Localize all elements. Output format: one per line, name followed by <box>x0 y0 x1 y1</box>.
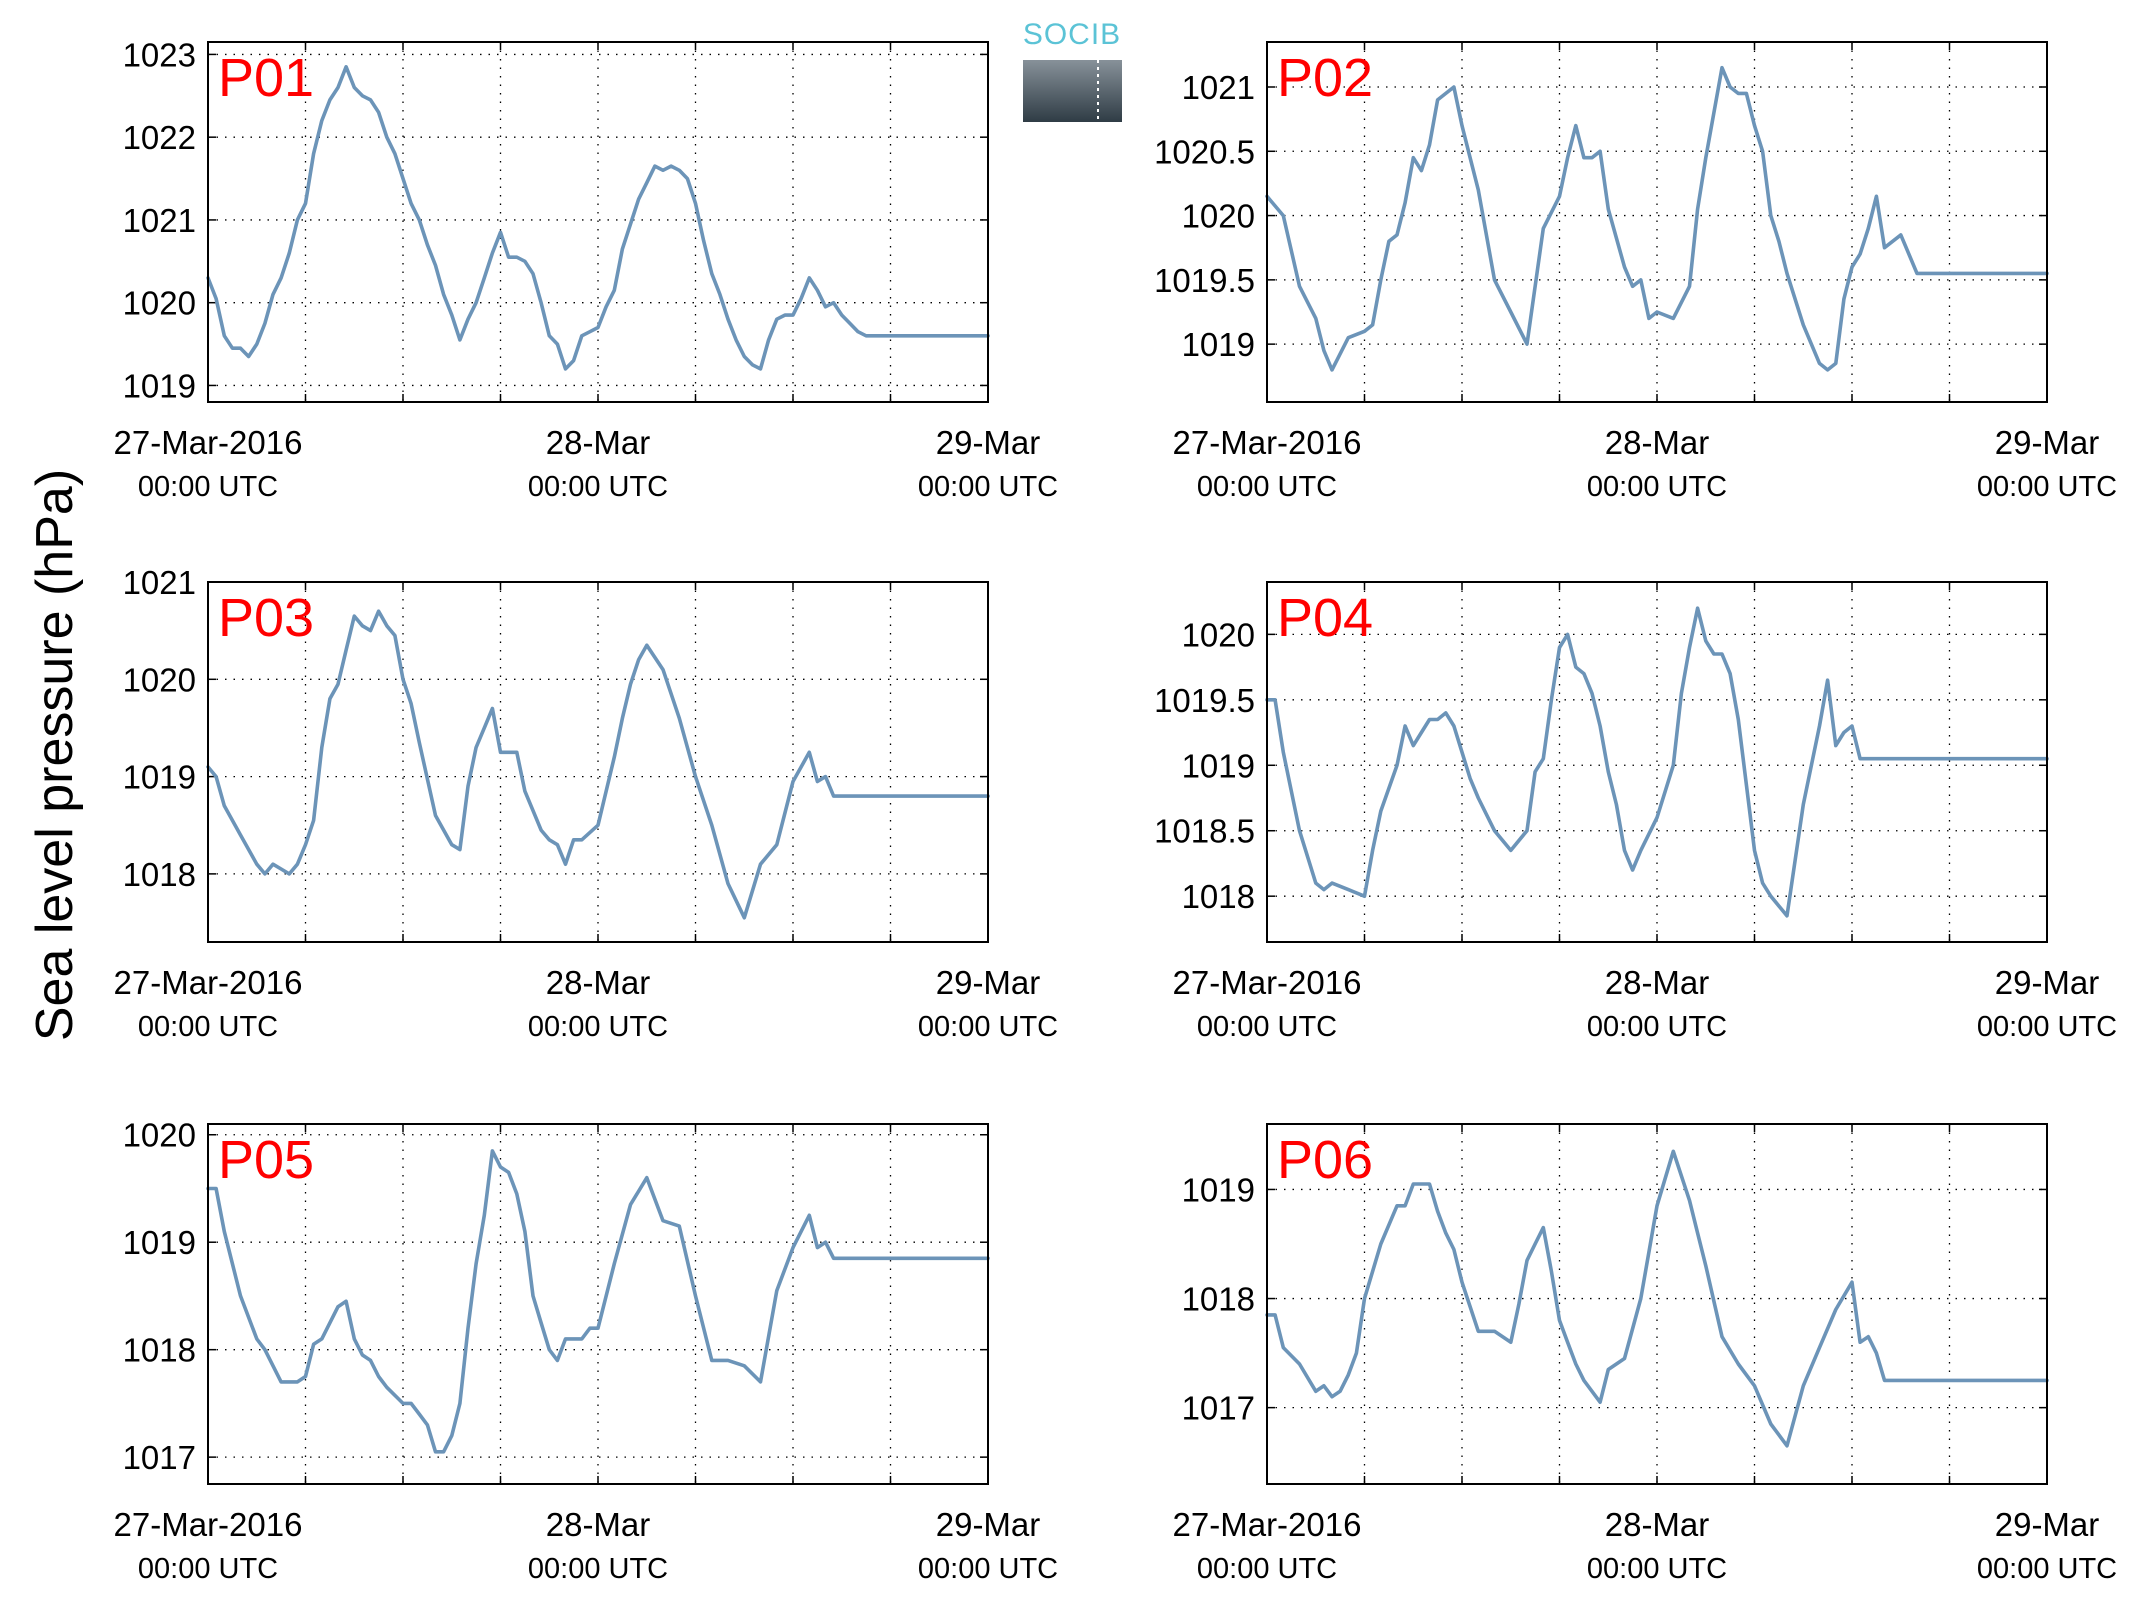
x-tick-label: 29-Mar <box>1995 964 2100 1001</box>
y-tick-label: 1020 <box>1182 198 1255 235</box>
y-tick-label: 1017 <box>123 1439 196 1476</box>
x-tick-label: 28-Mar <box>546 424 651 461</box>
y-tick-label: 1020 <box>123 1117 196 1154</box>
logo-text: SOCIB <box>1023 18 1121 51</box>
y-tick-label: 1019.5 <box>1154 262 1255 299</box>
x-tick-label: 27-Mar-2016 <box>114 964 303 1001</box>
y-axis-label: Sea level pressure (hPa) <box>26 469 84 1041</box>
panel-label: P02 <box>1277 48 1373 108</box>
x-tick-sublabel: 00:00 UTC <box>138 1553 278 1585</box>
x-tick-sublabel: 00:00 UTC <box>1977 1011 2117 1043</box>
panel-label: P05 <box>218 1130 314 1190</box>
y-tick-label: 1019 <box>123 759 196 796</box>
y-tick-label: 1020 <box>1182 616 1255 653</box>
axes-frame <box>1266 581 2048 943</box>
y-tick-label: 1021 <box>123 202 196 239</box>
x-tick-sublabel: 00:00 UTC <box>1587 1553 1727 1585</box>
axes-frame <box>1266 41 2048 403</box>
y-tick-label: 1019 <box>1182 747 1255 784</box>
y-tick-label: 1018 <box>123 856 196 893</box>
y-tick-label: 1018 <box>123 1332 196 1369</box>
y-tick-label: 1020.5 <box>1154 133 1255 170</box>
pressure-series-line <box>1265 65 2049 372</box>
x-tick-label: 27-Mar-2016 <box>114 1506 303 1543</box>
pressure-series-line <box>206 65 990 371</box>
panel-p03: 1018 1019 1020 1021 P03 27-Mar-2016 00:00 UTC 2… <box>114 564 1059 1043</box>
x-tick-sublabel: 00:00 UTC <box>1587 471 1727 503</box>
socib-logo: SOCIB <box>1023 18 1122 122</box>
panel-p01: 1019 1020 1021 1022 1023 P01 27-Mar-2016 00:00 … <box>114 36 1059 503</box>
pressure-series-line <box>1265 606 2049 918</box>
x-tick-sublabel: 00:00 UTC <box>138 1011 278 1043</box>
y-tick-label: 1019.5 <box>1154 682 1255 719</box>
axes-frame <box>207 41 989 403</box>
y-tick-label: 1019 <box>1182 326 1255 363</box>
y-tick-label: 1017 <box>1182 1390 1255 1427</box>
x-tick-label: 27-Mar-2016 <box>1173 964 1362 1001</box>
x-tick-label: 27-Mar-2016 <box>1173 1506 1362 1543</box>
x-tick-label: 28-Mar <box>546 1506 651 1543</box>
x-tick-sublabel: 00:00 UTC <box>138 471 278 503</box>
x-tick-sublabel: 00:00 UTC <box>1197 1011 1337 1043</box>
x-tick-label: 29-Mar <box>936 964 1041 1001</box>
y-tick-label: 1019 <box>1182 1171 1255 1208</box>
x-tick-sublabel: 00:00 UTC <box>1197 1553 1337 1585</box>
y-tick-label: 1022 <box>123 119 196 156</box>
y-tick-label: 1021 <box>1182 69 1255 106</box>
y-tick-label: 1019 <box>123 367 196 404</box>
panel-p02: 1019 1019.5 1020 1020.5 1021 P02 27-Mar-2016 00… <box>1154 41 2117 503</box>
x-tick-label: 29-Mar <box>936 424 1041 461</box>
pressure-series-line <box>206 1149 990 1454</box>
x-tick-sublabel: 00:00 UTC <box>1197 471 1337 503</box>
pressure-series-line <box>1265 1149 2049 1448</box>
axes-frame <box>1266 1123 2048 1485</box>
panel-p04: 1018 1018.5 1019 1019.5 1020 P04 27-Mar-2016 00… <box>1154 581 2117 1043</box>
panel-label: P01 <box>218 48 314 108</box>
y-tick-label: 1021 <box>123 564 196 601</box>
x-tick-label: 27-Mar-2016 <box>1173 424 1362 461</box>
axes-frame <box>207 581 989 943</box>
logo-graphic <box>1023 58 1122 122</box>
x-tick-sublabel: 00:00 UTC <box>528 1553 668 1585</box>
x-tick-sublabel: 00:00 UTC <box>918 471 1058 503</box>
x-tick-sublabel: 00:00 UTC <box>1977 471 2117 503</box>
x-tick-label: 29-Mar <box>936 1506 1041 1543</box>
x-tick-label: 28-Mar <box>1605 424 1710 461</box>
y-tick-label: 1020 <box>123 661 196 698</box>
x-tick-sublabel: 00:00 UTC <box>1977 1553 2117 1585</box>
x-tick-label: 29-Mar <box>1995 1506 2100 1543</box>
y-tick-label: 1019 <box>123 1224 196 1261</box>
x-tick-sublabel: 00:00 UTC <box>918 1553 1058 1585</box>
panel-label: P03 <box>218 588 314 648</box>
axes-frame <box>207 1123 989 1485</box>
panel-label: P06 <box>1277 1130 1373 1190</box>
panel-label: P04 <box>1277 588 1373 648</box>
pressure-series-line <box>206 609 990 920</box>
x-tick-label: 29-Mar <box>1995 424 2100 461</box>
y-tick-label: 1018 <box>1182 878 1255 915</box>
x-tick-sublabel: 00:00 UTC <box>918 1011 1058 1043</box>
x-tick-sublabel: 00:00 UTC <box>528 471 668 503</box>
x-tick-label: 28-Mar <box>546 964 651 1001</box>
panel-p05: 1017 1018 1019 1020 P05 27-Mar-2016 00:00 UTC 2… <box>114 1117 1059 1585</box>
y-tick-label: 1018.5 <box>1154 813 1255 850</box>
y-tick-label: 1018 <box>1182 1281 1255 1318</box>
x-tick-sublabel: 00:00 UTC <box>528 1011 668 1043</box>
panel-p06: 1017 1018 1019 P06 27-Mar-2016 00:00 UTC 28-Ma… <box>1173 1123 2117 1585</box>
x-tick-sublabel: 00:00 UTC <box>1587 1011 1727 1043</box>
y-tick-label: 1020 <box>123 285 196 322</box>
y-tick-label: 1023 <box>123 36 196 73</box>
x-tick-label: 27-Mar-2016 <box>114 424 303 461</box>
x-tick-label: 28-Mar <box>1605 1506 1710 1543</box>
x-tick-label: 28-Mar <box>1605 964 1710 1001</box>
